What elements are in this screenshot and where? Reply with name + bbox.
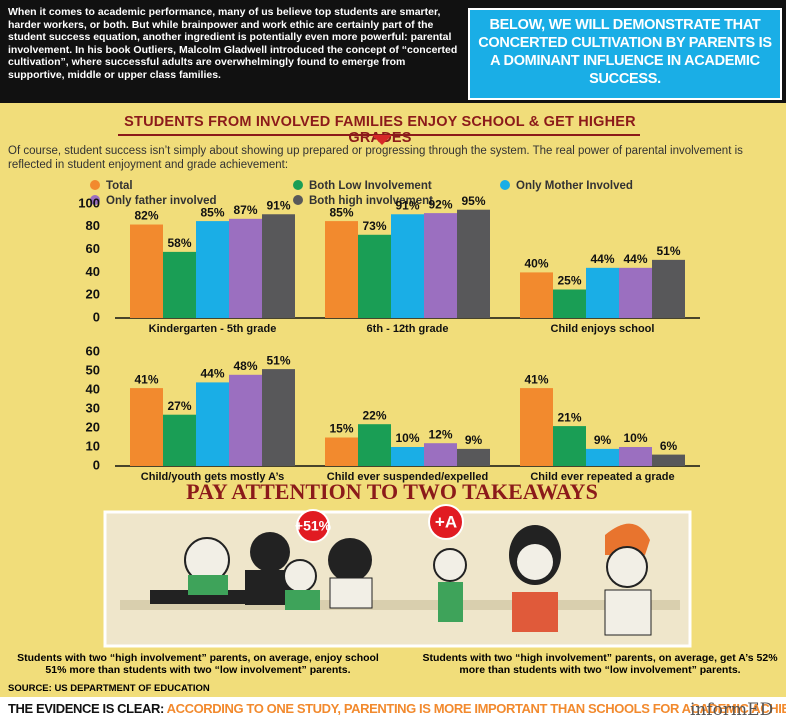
bar xyxy=(457,210,490,318)
value-label: 92% xyxy=(428,197,452,211)
value-label: 44% xyxy=(200,367,224,381)
value-label: 58% xyxy=(167,236,191,250)
bar xyxy=(391,214,424,318)
chart: PAY ATTENTION TO TWO TAKEAWAYS +51% +A xyxy=(0,0,786,697)
x-tick-label: Child ever repeated a grade xyxy=(530,471,674,483)
value-label: 6% xyxy=(660,439,678,453)
value-label: 10% xyxy=(395,431,419,445)
y-tick-label: 80 xyxy=(86,218,100,233)
value-label: 21% xyxy=(557,410,581,424)
bar xyxy=(619,268,652,318)
bar xyxy=(358,235,391,318)
y-tick-label: 100 xyxy=(78,195,100,210)
x-tick-label: Child enjoys school xyxy=(551,323,655,335)
value-label: 40% xyxy=(524,257,548,271)
bar xyxy=(262,214,295,318)
footer-line: THE EVIDENCE IS CLEAR: ACCORDING TO ONE … xyxy=(8,701,786,716)
bar xyxy=(520,272,553,318)
bar xyxy=(262,369,295,466)
value-label: 12% xyxy=(428,427,452,441)
value-label: 15% xyxy=(329,422,353,436)
value-label: 48% xyxy=(233,359,257,373)
bar xyxy=(520,388,553,466)
bar xyxy=(163,252,196,318)
bar xyxy=(325,221,358,318)
y-tick-label: 10 xyxy=(86,438,100,453)
page: When it comes to academic performance, m… xyxy=(0,0,786,726)
legend-label: Only Mother Involved xyxy=(516,180,633,192)
y-tick-label: 40 xyxy=(86,381,100,396)
x-tick-label: Child ever suspended/expelled xyxy=(327,471,488,483)
bar xyxy=(553,426,586,466)
bar xyxy=(196,382,229,466)
y-tick-label: 30 xyxy=(86,400,100,415)
x-tick-label: Child/youth gets mostly A’s xyxy=(141,471,284,483)
value-label: 85% xyxy=(200,205,224,219)
value-label: 9% xyxy=(465,433,483,447)
bar xyxy=(391,447,424,466)
bar xyxy=(619,447,652,466)
bar xyxy=(586,268,619,318)
value-label: 95% xyxy=(461,194,485,208)
bar xyxy=(130,388,163,466)
value-label: 73% xyxy=(362,219,386,233)
value-label: 9% xyxy=(594,433,612,447)
value-label: 25% xyxy=(557,274,581,288)
value-label: 82% xyxy=(134,209,158,223)
value-label: 91% xyxy=(266,198,290,212)
bar xyxy=(652,455,685,466)
footer-logo: informED xyxy=(690,700,773,720)
value-label: 44% xyxy=(590,252,614,266)
bar xyxy=(424,213,457,318)
legend-swatch xyxy=(90,180,100,190)
bar xyxy=(229,375,262,466)
bar xyxy=(652,260,685,318)
legend-swatch xyxy=(293,180,303,190)
y-tick-label: 50 xyxy=(86,362,100,377)
legend-swatch xyxy=(500,180,510,190)
legend-label: Both Low Involvement xyxy=(309,180,432,192)
value-label: 22% xyxy=(362,408,386,422)
y-tick-label: 20 xyxy=(86,287,100,302)
bar xyxy=(553,290,586,319)
value-label: 10% xyxy=(623,431,647,445)
x-tick-label: 6th - 12th grade xyxy=(367,323,449,335)
y-tick-label: 0 xyxy=(93,457,100,472)
y-tick-label: 40 xyxy=(86,264,100,279)
value-label: 44% xyxy=(623,252,647,266)
bar xyxy=(229,219,262,318)
value-label: 27% xyxy=(167,399,191,413)
badge-left: +51% xyxy=(295,518,332,534)
y-tick-label: 60 xyxy=(86,241,100,256)
legend-label: Total xyxy=(106,180,133,192)
bar xyxy=(325,438,358,467)
value-label: 41% xyxy=(134,372,158,386)
bar xyxy=(163,415,196,466)
bar xyxy=(424,443,457,466)
value-label: 85% xyxy=(329,205,353,219)
value-label: 91% xyxy=(395,198,419,212)
bar xyxy=(457,449,490,466)
bar xyxy=(586,449,619,466)
value-label: 51% xyxy=(656,244,680,258)
x-tick-label: Kindergarten - 5th grade xyxy=(149,323,277,335)
y-tick-label: 60 xyxy=(86,343,100,358)
y-tick-label: 20 xyxy=(86,419,100,434)
y-tick-label: 0 xyxy=(93,309,100,324)
badge-right: +A xyxy=(435,512,457,531)
bar xyxy=(130,225,163,318)
bar xyxy=(358,424,391,466)
value-label: 87% xyxy=(233,203,257,217)
legend-swatch xyxy=(293,195,303,205)
footer-lead: THE EVIDENCE IS CLEAR: xyxy=(8,701,164,716)
bar xyxy=(196,221,229,318)
title-arrow xyxy=(372,135,392,145)
value-label: 41% xyxy=(524,372,548,386)
value-label: 51% xyxy=(266,353,290,367)
